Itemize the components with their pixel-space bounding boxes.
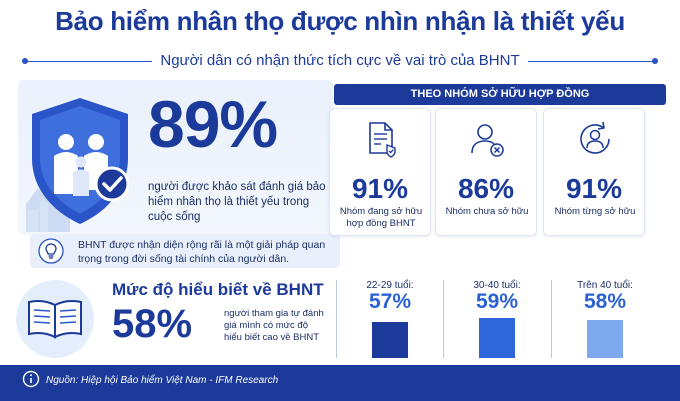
page-title: Bảo hiểm nhân thọ được nhìn nhận là thiế…	[55, 6, 625, 36]
age-value: 58%	[583, 290, 627, 313]
source-text: Nguồn: Hiệp hội Bảo hiểm Việt Nam - IFM …	[46, 375, 279, 386]
note-text: BHNT được nhận diện rộng rãi là một giải…	[78, 239, 326, 265]
subtitle-row: Người dân có nhận thức tích cực về vai t…	[22, 50, 658, 72]
ownership-label: Nhóm từng sở hữu	[554, 206, 636, 217]
ownership-card-never: 86% Nhóm chưa sở hữu	[435, 108, 537, 236]
understanding-title: Mức độ hiểu biết về BHNT	[112, 280, 324, 299]
ownership-card-former: 91% Nhóm từng sở hữu	[543, 108, 645, 236]
ownership-value: 91%	[565, 173, 623, 204]
user-x-icon	[471, 124, 504, 157]
column-divider	[443, 280, 444, 358]
age-label: 30-40 tuổi:	[473, 280, 521, 291]
ownership-value: 86%	[457, 173, 515, 204]
age-bar	[587, 319, 623, 358]
note-box	[30, 234, 340, 268]
age-bar	[479, 317, 515, 358]
ownership-label: Nhóm chưa sở hữu	[445, 206, 529, 217]
document-check-icon	[369, 122, 396, 158]
age-value: 57%	[368, 290, 412, 313]
family-shield-icon	[26, 98, 130, 232]
age-value: 59%	[475, 290, 519, 313]
age-bar	[372, 321, 408, 358]
column-divider	[551, 280, 552, 358]
user-refresh-icon	[580, 121, 610, 154]
ownership-card-current: 91% Nhóm đang sở hữu hợp đồng BHNT	[329, 108, 431, 236]
ownership-header: THEO NHÓM SỞ HỮU HỢP ĐỒNG	[334, 84, 666, 105]
subtitle-dot-right	[652, 58, 658, 64]
lightbulb-icon	[38, 238, 64, 264]
headline-description: người được khảo sát đánh giá bảo hiểm nh…	[148, 181, 326, 223]
footer-bar	[0, 365, 680, 401]
book-icon	[28, 300, 82, 339]
ownership-value: 91%	[351, 173, 409, 204]
age-label: Trên 40 tuổi:	[577, 280, 633, 291]
understanding-description: người tham gia tự đánh giá mình có mức đ…	[224, 308, 324, 343]
source-icon	[22, 370, 40, 388]
age-label: 22-29 tuổi:	[366, 280, 414, 291]
column-divider	[336, 280, 337, 358]
understanding-value: 58%	[112, 302, 193, 346]
subtitle-dot-left	[22, 58, 28, 64]
ownership-label: Nhóm đang sở hữu hợp đồng BHNT	[339, 206, 423, 229]
page-subtitle: Người dân có nhận thức tích cực về vai t…	[22, 52, 658, 69]
headline-value: 89%	[148, 87, 278, 161]
